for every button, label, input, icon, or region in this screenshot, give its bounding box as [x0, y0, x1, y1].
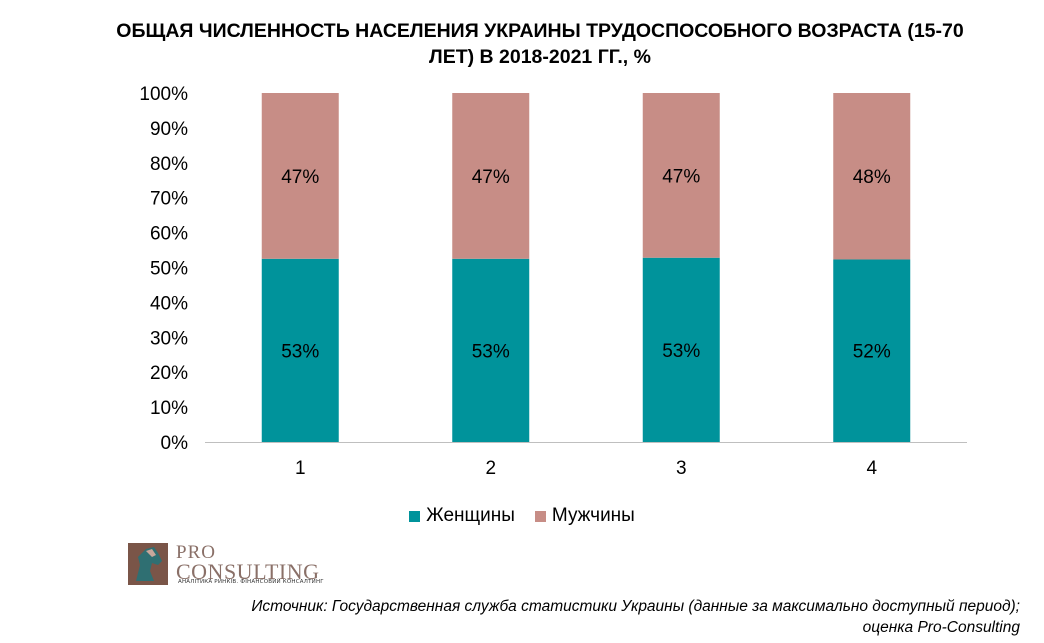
bar-segment [261, 93, 339, 259]
legend-swatch-men [534, 510, 546, 522]
legend-item-women: Женщины [409, 505, 515, 527]
x-tick-label: 1 [295, 458, 306, 479]
logo-text-pro: PRO [176, 542, 216, 563]
horse-head-logo-icon [128, 543, 168, 585]
x-tick-label: 3 [676, 458, 687, 479]
legend-item-men: Мужчины [534, 505, 635, 527]
bar-segment [833, 93, 911, 260]
y-tick-label: 40% [150, 293, 188, 314]
y-tick-label: 10% [150, 398, 188, 419]
chart-title: ОБЩАЯ ЧИСЛЕННОСТЬ НАСЕЛЕНИЯ УКРАИНЫ ТРУД… [40, 18, 1040, 70]
y-tick-label: 90% [150, 119, 188, 140]
data-label: 53% [472, 341, 510, 362]
data-label: 47% [662, 166, 700, 187]
bar-segment [452, 93, 530, 259]
chart-title-line-2: ЛЕТ) В 2018-2021 ГГ., % [429, 46, 651, 68]
legend-label-women: Женщины [426, 505, 515, 526]
data-label: 53% [662, 341, 700, 362]
legend-label-men: Мужчины [551, 505, 635, 526]
chart-title-line-1: ОБЩАЯ ЧИСЛЕННОСТЬ НАСЕЛЕНИЯ УКРАИНЫ ТРУД… [116, 20, 964, 42]
bar-segment [452, 258, 530, 442]
legend-swatch-women [409, 510, 421, 522]
data-label: 47% [281, 167, 319, 188]
source-note: Источник: Государственная служба статист… [120, 596, 1020, 638]
y-tick-label: 50% [150, 259, 188, 280]
y-tick-label: 70% [150, 189, 188, 210]
pro-consulting-logo: PRO CONSULTING АНАЛІТИКА РИНКІВ. ФІНАНСО… [128, 542, 328, 587]
chart-legend: Женщины Мужчины [0, 505, 1044, 527]
bar-segment [642, 257, 720, 442]
data-label: 53% [281, 341, 319, 362]
data-label: 52% [853, 342, 891, 363]
bar-segment [833, 259, 911, 442]
source-line-2: оценка Pro-Consulting [862, 619, 1020, 636]
y-tick-label: 30% [150, 328, 188, 349]
x-tick-label: 4 [866, 458, 877, 479]
bar-segment [261, 258, 339, 442]
y-tick-label: 60% [150, 224, 188, 245]
y-tick-label: 100% [139, 84, 188, 105]
y-tick-label: 0% [161, 433, 189, 454]
bar-segment [642, 93, 720, 258]
logo-tagline: АНАЛІТИКА РИНКІВ. ФІНАНСОВИЙ КОНСАЛТИНГ [178, 579, 324, 585]
y-tick-label: 20% [150, 363, 188, 384]
x-tick-label: 2 [485, 458, 496, 479]
stacked-bar-chart: 0% 10% 20% 30% 40% 50% 60% 70% 80% 90% 100% 53% 47% 1… [139, 84, 967, 479]
data-label: 47% [472, 167, 510, 188]
logo-text-consulting: CONSULTING [176, 559, 320, 584]
source-line-1: Источник: Государственная служба статист… [251, 598, 1020, 615]
y-tick-label: 80% [150, 154, 188, 175]
data-label: 48% [853, 167, 891, 188]
